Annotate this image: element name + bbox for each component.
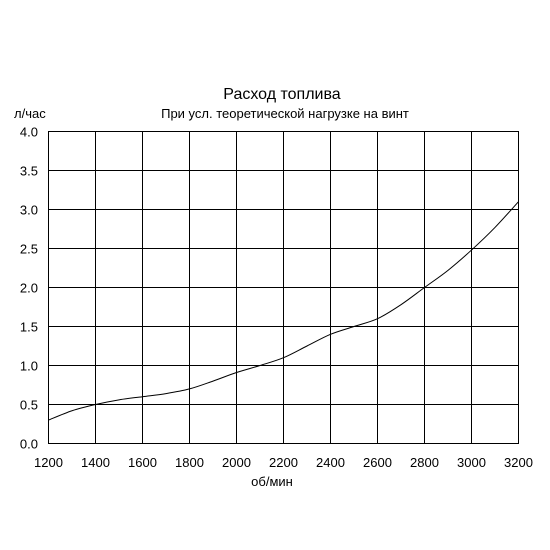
x-tick-label: 2000 bbox=[222, 455, 251, 470]
chart-title: Расход топлива bbox=[223, 86, 340, 103]
y-tick-label: 4.0 bbox=[20, 125, 38, 140]
x-tick-label: 3000 bbox=[457, 455, 486, 470]
y-tick-label: 1.0 bbox=[20, 359, 38, 374]
y-tick-label: 1.5 bbox=[20, 320, 38, 335]
x-tick-label: 2400 bbox=[316, 455, 345, 470]
x-tick-label: 2800 bbox=[410, 455, 439, 470]
chart-subtitle: При усл. теоретической нагрузке на винт bbox=[161, 106, 409, 121]
y-tick-label: 3.0 bbox=[20, 203, 38, 218]
y-tick-label: 3.5 bbox=[20, 164, 38, 179]
x-tick-label: 2200 bbox=[269, 455, 298, 470]
y-axis-label: л/час bbox=[14, 106, 46, 121]
y-tick-label: 0.5 bbox=[20, 398, 38, 413]
x-tick-label: 2600 bbox=[363, 455, 392, 470]
x-tick-label: 3200 bbox=[504, 455, 533, 470]
fuel-consumption-line bbox=[48, 201, 519, 421]
y-tick-label: 2.0 bbox=[20, 281, 38, 296]
y-tick-label: 0.0 bbox=[20, 437, 38, 452]
y-tick-labels: 0.0 0.5 1.0 1.5 2.0 2.5 3.0 3.5 4.0 bbox=[20, 125, 38, 452]
x-tick-label: 1600 bbox=[128, 455, 157, 470]
x-tick-label: 1400 bbox=[81, 455, 110, 470]
y-tick-label: 2.5 bbox=[20, 242, 38, 257]
x-tick-label: 1800 bbox=[175, 455, 204, 470]
series-layer bbox=[48, 201, 519, 421]
x-axis-label: об/мин bbox=[251, 474, 293, 489]
x-tick-label: 1200 bbox=[34, 455, 63, 470]
plot-frame bbox=[48, 131, 519, 444]
grid bbox=[48, 131, 519, 444]
x-tick-labels: 1200 1400 1600 1800 2000 2200 2400 2600 2800 3000… bbox=[34, 455, 533, 470]
